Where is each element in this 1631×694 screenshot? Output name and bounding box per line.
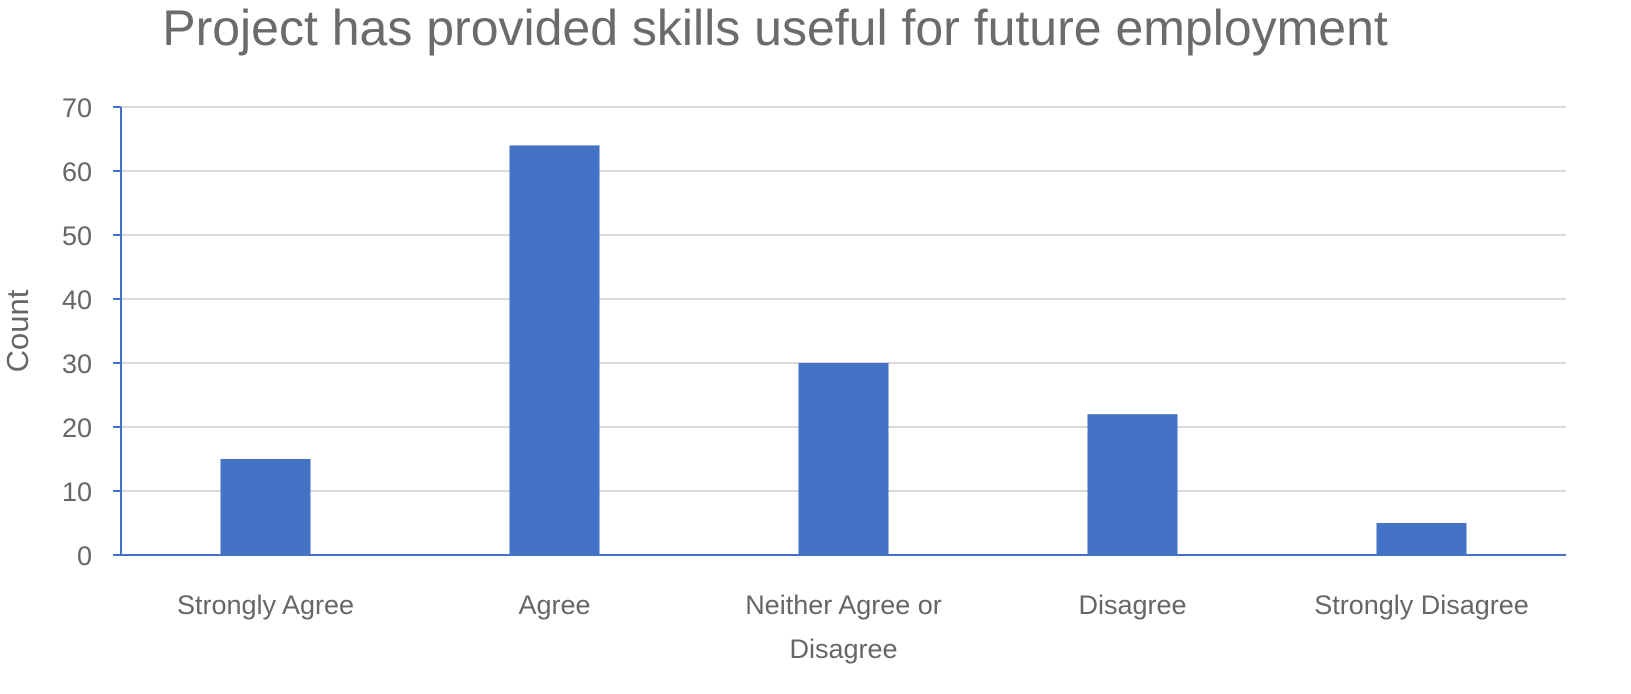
- y-axis-title: Count: [0, 289, 35, 372]
- y-tick-label: 10: [62, 477, 92, 507]
- x-category-label: Agree: [518, 590, 590, 620]
- y-tick-labels: 0 10 20 30 40 50 60 70: [62, 93, 92, 571]
- x-category-label: Strongly Agree: [177, 590, 354, 620]
- bar: [798, 363, 889, 555]
- y-tick-label: 0: [77, 541, 92, 571]
- bar: [509, 145, 600, 555]
- x-category-label: Strongly Disagree: [1314, 590, 1529, 620]
- bar: [1087, 414, 1178, 555]
- y-tick-label: 30: [62, 349, 92, 379]
- axes: [113, 106, 1566, 556]
- x-category-labels: Strongly Agree Agree Neither Agree or Disag…: [177, 590, 1529, 664]
- bar: [220, 459, 311, 555]
- y-tick-label: 60: [62, 157, 92, 187]
- x-category-label: Disagree: [1078, 590, 1186, 620]
- bar: [1376, 523, 1467, 555]
- bars: [220, 145, 1467, 555]
- chart-title: Project has provided skills useful for f…: [162, 0, 1388, 56]
- y-tick-label: 70: [62, 93, 92, 123]
- y-tick-label: 20: [62, 413, 92, 443]
- y-tick-label: 50: [62, 221, 92, 251]
- y-tick-label: 40: [62, 285, 92, 315]
- x-category-label: Neither Agree or Disagree: [745, 590, 942, 664]
